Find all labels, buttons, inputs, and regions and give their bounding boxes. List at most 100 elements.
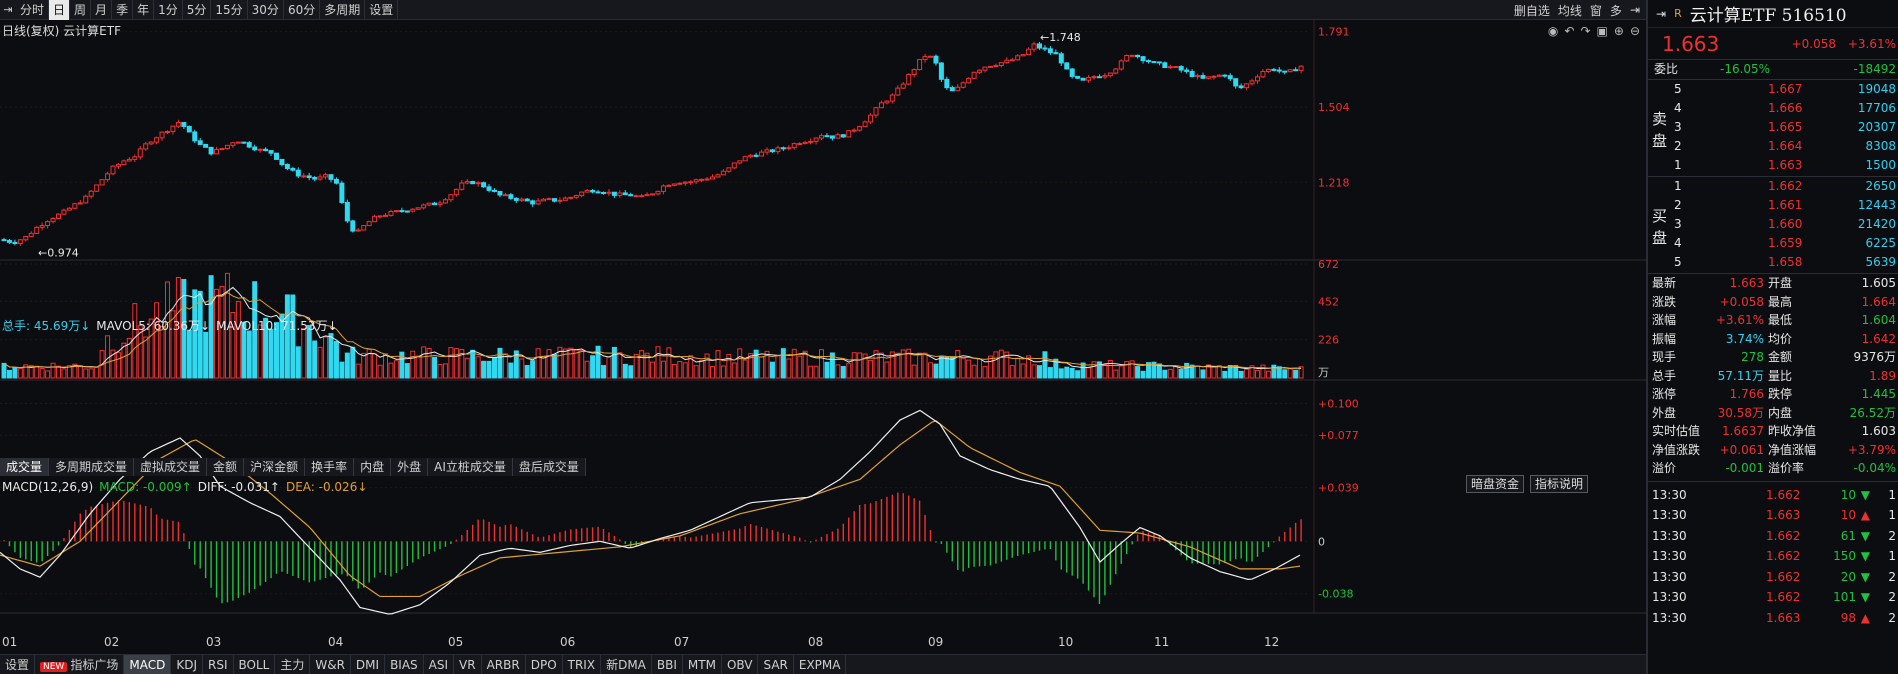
indicator-tab-16[interactable]: BBI bbox=[652, 654, 683, 674]
candle bbox=[333, 177, 339, 185]
period-tab-7[interactable]: 5分 bbox=[183, 0, 212, 20]
candle bbox=[388, 209, 394, 217]
candle bbox=[415, 207, 421, 210]
price-change: +0.058 bbox=[1791, 36, 1836, 51]
period-tab-10[interactable]: 60分 bbox=[284, 0, 321, 20]
candle bbox=[1244, 83, 1250, 91]
candle bbox=[677, 182, 683, 185]
indicator-tab-0[interactable]: 设置 bbox=[0, 654, 36, 674]
chart-area: 1.791 1.504 1.218 ←1.748 ←0.974 672 452 226 万 +0.… bbox=[0, 20, 1646, 674]
remove-favorite-button[interactable]: 删自选 bbox=[1513, 3, 1550, 18]
volume-tab-3[interactable]: 金额 bbox=[207, 458, 245, 476]
volume-bar bbox=[481, 360, 487, 379]
period-tab-1[interactable]: 日 bbox=[49, 0, 71, 20]
volume-bar bbox=[137, 325, 143, 379]
candle bbox=[1042, 45, 1048, 52]
period-tab-2[interactable]: 周 bbox=[70, 0, 92, 20]
candle bbox=[666, 184, 672, 187]
candle bbox=[513, 197, 519, 203]
indicator-tab-6[interactable]: 主力 bbox=[275, 654, 311, 674]
arrow-up-icon: ▲ bbox=[1860, 508, 1870, 522]
period-tab-0[interactable]: 分时 bbox=[16, 0, 50, 20]
chart-canvas[interactable]: 1.791 1.504 1.218 ←1.748 ←0.974 672 452 226 万 +0.… bbox=[0, 20, 1646, 633]
candle bbox=[1271, 67, 1277, 72]
stat-label: 溢价 bbox=[1652, 461, 1677, 475]
period-tab-6[interactable]: 1分 bbox=[154, 0, 183, 20]
volume-tab-5[interactable]: 换手率 bbox=[305, 458, 355, 476]
period-tab-8[interactable]: 15分 bbox=[211, 0, 248, 20]
volume-tab-1[interactable]: 多周期成交量 bbox=[49, 458, 135, 476]
indicator-tab-8[interactable]: DMI bbox=[351, 654, 386, 674]
volume-tab-6[interactable]: 内盘 bbox=[354, 458, 392, 476]
indicator-tab-1[interactable]: NEW 指标广场 bbox=[35, 654, 125, 674]
stat-row: 净值涨跌 +0.061 净值涨幅 +3.79% bbox=[1648, 441, 1898, 459]
candle bbox=[39, 222, 45, 231]
collapse-icon[interactable]: ⇥ bbox=[1629, 3, 1640, 17]
volume-bar bbox=[1, 362, 7, 379]
indicator-tab-4[interactable]: RSI bbox=[203, 654, 234, 674]
indicator-tab-9[interactable]: BIAS bbox=[385, 654, 424, 674]
volume-bar bbox=[628, 365, 634, 379]
price-tick-0: 1.791 bbox=[1318, 26, 1350, 39]
indicator-tab-5[interactable]: BOLL bbox=[234, 654, 276, 674]
multi-button[interactable]: 多 bbox=[1609, 3, 1622, 18]
period-tab-9[interactable]: 30分 bbox=[248, 0, 284, 20]
volume-bar bbox=[1075, 370, 1081, 379]
volume-bar bbox=[339, 361, 345, 379]
period-tab-12[interactable]: 设置 bbox=[365, 0, 399, 20]
lock-icon[interactable]: ▣ bbox=[1596, 24, 1608, 38]
dark-pool-button[interactable]: 暗盘资金 bbox=[1466, 475, 1525, 493]
indicator-tab-11[interactable]: VR bbox=[454, 654, 482, 674]
period-tab-11[interactable]: 多周期 bbox=[320, 0, 366, 20]
volume-bar bbox=[28, 365, 34, 379]
stat-value: +0.058 bbox=[1719, 294, 1764, 309]
indicator-tab-10[interactable]: ASI bbox=[424, 654, 455, 674]
indicator-tab-20[interactable]: EXPMA bbox=[794, 654, 847, 674]
indicator-tab-18[interactable]: OBV bbox=[722, 654, 759, 674]
tick-row: 13:30 1.662 61 ▼ 2 bbox=[1648, 527, 1898, 545]
candle bbox=[404, 210, 410, 213]
volume-bar bbox=[759, 356, 765, 379]
indicator-tab-17[interactable]: MTM bbox=[683, 654, 722, 674]
indicator-help-button[interactable]: 指标说明 bbox=[1530, 475, 1589, 493]
volume-bar bbox=[764, 350, 770, 379]
volume-bar bbox=[257, 324, 263, 379]
redo-icon[interactable]: ↷ bbox=[1580, 24, 1591, 38]
candle bbox=[857, 125, 863, 132]
ma-button[interactable]: 均线 bbox=[1557, 3, 1582, 18]
volume-tab-9[interactable]: 盘后成交量 bbox=[512, 458, 586, 476]
indicator-tab-15[interactable]: 新DMA bbox=[601, 654, 652, 674]
indicator-tab-7[interactable]: W&R bbox=[310, 654, 351, 674]
period-tab-5[interactable]: 年 bbox=[133, 0, 155, 20]
volume-tab-7[interactable]: 外盘 bbox=[391, 458, 429, 476]
candle bbox=[720, 169, 726, 176]
indicator-tab-2[interactable]: MACD bbox=[124, 654, 172, 674]
volume-tab-8[interactable]: AI立桩成交量 bbox=[428, 458, 513, 476]
period-tab-3[interactable]: 月 bbox=[91, 0, 113, 20]
eye-icon[interactable]: ◉ bbox=[1547, 24, 1559, 38]
pin-icon[interactable]: ⇥ bbox=[1656, 6, 1667, 21]
volume-bar bbox=[34, 365, 40, 379]
volume-tab-0[interactable]: 成交量 bbox=[0, 458, 50, 476]
volume-tab-4[interactable]: 沪深金额 bbox=[244, 458, 306, 476]
macd-legend-item-2: DIFF: -0.031↑ bbox=[197, 480, 280, 494]
zoom-out-icon[interactable]: ⊖ bbox=[1629, 24, 1640, 38]
candle bbox=[295, 167, 301, 179]
zoom-in-icon[interactable]: ⊕ bbox=[1613, 24, 1624, 38]
tick-price: 1.662 bbox=[1766, 549, 1801, 563]
stat-value: 1.6637 bbox=[1722, 424, 1764, 438]
period-tab-4[interactable]: 季 bbox=[112, 0, 134, 20]
volume-tab-2[interactable]: 虚拟成交量 bbox=[134, 458, 208, 476]
volume-bar bbox=[208, 275, 214, 379]
indicator-tab-14[interactable]: TRIX bbox=[563, 654, 602, 674]
indicator-tab-19[interactable]: SAR bbox=[758, 654, 794, 674]
indicator-tab-3[interactable]: KDJ bbox=[171, 654, 203, 674]
pin-icon[interactable]: ⇥ bbox=[3, 3, 13, 16]
indicator-tab-13[interactable]: DPO bbox=[526, 654, 563, 674]
indicator-tab-12[interactable]: ARBR bbox=[482, 654, 526, 674]
candle bbox=[241, 141, 247, 144]
window-button[interactable]: 窗 bbox=[1589, 3, 1602, 18]
undo-icon[interactable]: ↶ bbox=[1564, 24, 1575, 38]
stat-value: -0.001 bbox=[1725, 461, 1764, 475]
volume-bar bbox=[1113, 369, 1119, 379]
